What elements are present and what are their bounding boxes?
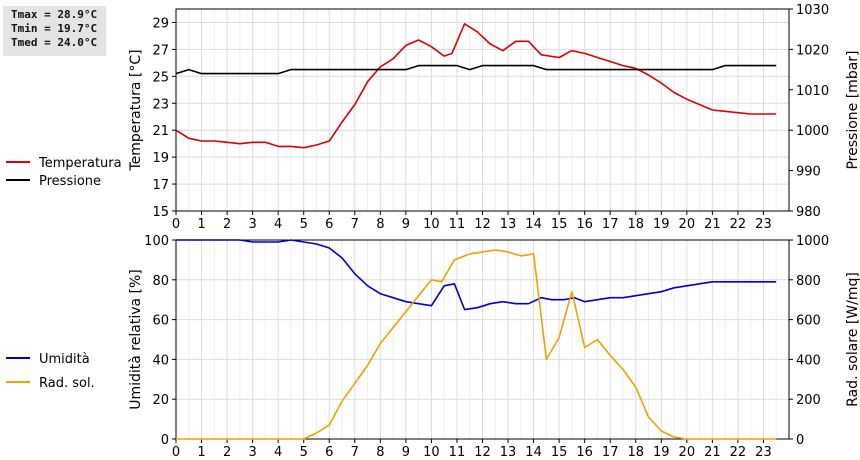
legend-label: Umidità bbox=[39, 352, 90, 367]
x-tick-label: 0 bbox=[172, 445, 180, 460]
series-line-umidit bbox=[176, 239, 777, 311]
series-line-temperatura bbox=[175, 22, 777, 149]
y-right-axis-label: Rad. solare [W/mq] bbox=[845, 272, 860, 407]
x-tick-label: 14 bbox=[525, 445, 542, 460]
y-left-tick-label: 23 bbox=[152, 97, 169, 112]
series-line-rad-sol bbox=[176, 249, 777, 440]
x-tick-label: 8 bbox=[376, 445, 384, 460]
y-left-tick-label: 29 bbox=[152, 16, 169, 31]
y-left-tick-label: 27 bbox=[152, 43, 169, 58]
x-tick-label: 16 bbox=[576, 445, 593, 460]
x-tick-label: 9 bbox=[402, 445, 410, 460]
y-right-tick-label: 1000 bbox=[796, 124, 829, 139]
x-tick-label: 7 bbox=[351, 217, 359, 232]
y-right-axis-label: Pressione [mbar] bbox=[845, 50, 860, 169]
chart-panel-2: 0 1 2 3 4 5 6 7 8 9 10 11 12 13 14 15 16 17 18 19 20 21 22 2302… bbox=[6, 234, 860, 460]
x-tick-label: 14 bbox=[525, 217, 542, 232]
legend-label: Temperatura bbox=[38, 156, 122, 171]
x-tick-label: 13 bbox=[500, 217, 517, 232]
x-tick-label: 12 bbox=[474, 445, 491, 460]
legend-label: Pressione bbox=[39, 174, 101, 189]
legend-label: Rad. sol. bbox=[39, 376, 95, 391]
x-tick-label: 17 bbox=[602, 217, 619, 232]
x-tick-label: 2 bbox=[223, 217, 231, 232]
chart-panel-1: 0 1 2 3 4 5 6 7 8 9 10 11 12 13 14 15 16 17 18 19 20 21 22 2315… bbox=[6, 3, 860, 232]
x-tick-label: 20 bbox=[679, 445, 696, 460]
x-tick-label: 15 bbox=[551, 445, 568, 460]
tmin-text: Tmin = 19.7°C bbox=[11, 22, 98, 35]
y-right-tick-label: 600 bbox=[796, 314, 821, 329]
y-left-tick-label: 17 bbox=[152, 178, 169, 193]
y-left-tick-label: 21 bbox=[152, 124, 169, 139]
tmax-text: Tmax = 28.9°C bbox=[11, 8, 98, 21]
x-tick-label: 5 bbox=[300, 217, 308, 232]
x-tick-label: 20 bbox=[679, 217, 696, 232]
y-right-tick-label: 1020 bbox=[796, 43, 829, 58]
y-left-tick-label: 20 bbox=[152, 393, 169, 408]
x-tick-label: 22 bbox=[730, 445, 747, 460]
x-tick-label: 21 bbox=[704, 445, 721, 460]
y-left-axis-label: Temperatura [°C] bbox=[128, 49, 144, 171]
x-tick-label: 3 bbox=[248, 217, 256, 232]
x-tick-label: 12 bbox=[474, 217, 491, 232]
x-tick-label: 10 bbox=[423, 217, 440, 232]
y-left-tick-label: 80 bbox=[152, 274, 169, 289]
x-tick-label: 11 bbox=[449, 445, 466, 460]
y-left-tick-label: 15 bbox=[152, 205, 169, 220]
y-right-tick-label: 1000 bbox=[796, 234, 829, 249]
y-left-tick-label: 40 bbox=[152, 353, 169, 368]
y-left-tick-label: 60 bbox=[152, 314, 169, 329]
x-tick-label: 19 bbox=[653, 217, 670, 232]
x-tick-label: 4 bbox=[274, 217, 282, 232]
x-tick-label: 19 bbox=[653, 445, 670, 460]
x-tick-label: 1 bbox=[197, 445, 205, 460]
x-tick-label: 22 bbox=[730, 217, 747, 232]
y-left-tick-label: 19 bbox=[152, 151, 169, 166]
y-right-tick-label: 200 bbox=[796, 393, 821, 408]
y-left-tick-label: 25 bbox=[152, 70, 169, 85]
y-left-axis-label: Umidità relativa [%] bbox=[128, 269, 144, 410]
x-tick-label: 23 bbox=[755, 217, 772, 232]
x-tick-label: 6 bbox=[325, 445, 333, 460]
x-tick-label: 21 bbox=[704, 217, 721, 232]
x-tick-label: 2 bbox=[223, 445, 231, 460]
x-tick-label: 11 bbox=[449, 217, 466, 232]
x-tick-label: 10 bbox=[423, 445, 440, 460]
x-tick-label: 6 bbox=[325, 217, 333, 232]
x-tick-label: 0 bbox=[172, 217, 180, 232]
plot-frame bbox=[175, 239, 790, 440]
x-tick-label: 17 bbox=[602, 445, 619, 460]
x-tick-label: 4 bbox=[274, 445, 282, 460]
x-tick-label: 23 bbox=[755, 445, 772, 460]
plot-frame bbox=[175, 8, 790, 212]
y-right-tick-label: 400 bbox=[796, 353, 821, 368]
y-right-tick-label: 990 bbox=[796, 165, 821, 180]
y-right-tick-label: 800 bbox=[796, 274, 821, 289]
y-right-tick-label: 1030 bbox=[796, 3, 829, 18]
x-tick-label: 5 bbox=[300, 445, 308, 460]
x-tick-label: 8 bbox=[376, 217, 384, 232]
x-tick-label: 13 bbox=[500, 445, 517, 460]
x-tick-label: 9 bbox=[402, 217, 410, 232]
y-left-tick-label: 100 bbox=[144, 234, 169, 249]
y-left-tick-label: 0 bbox=[161, 433, 169, 448]
x-tick-label: 15 bbox=[551, 217, 568, 232]
tmed-text: Tmed = 24.0°C bbox=[11, 36, 98, 49]
x-tick-label: 18 bbox=[627, 217, 644, 232]
y-right-tick-label: 1010 bbox=[796, 84, 829, 99]
x-tick-label: 1 bbox=[197, 217, 205, 232]
y-right-tick-label: 0 bbox=[796, 433, 804, 448]
y-right-tick-label: 980 bbox=[796, 205, 821, 220]
x-tick-label: 18 bbox=[627, 445, 644, 460]
stats-box: Tmax = 28.9°C Tmin = 19.7°C Tmed = 24.0°… bbox=[3, 6, 106, 56]
series-line-pressione bbox=[175, 64, 777, 75]
x-tick-label: 7 bbox=[351, 445, 359, 460]
x-tick-label: 3 bbox=[248, 445, 256, 460]
x-tick-label: 16 bbox=[576, 217, 593, 232]
